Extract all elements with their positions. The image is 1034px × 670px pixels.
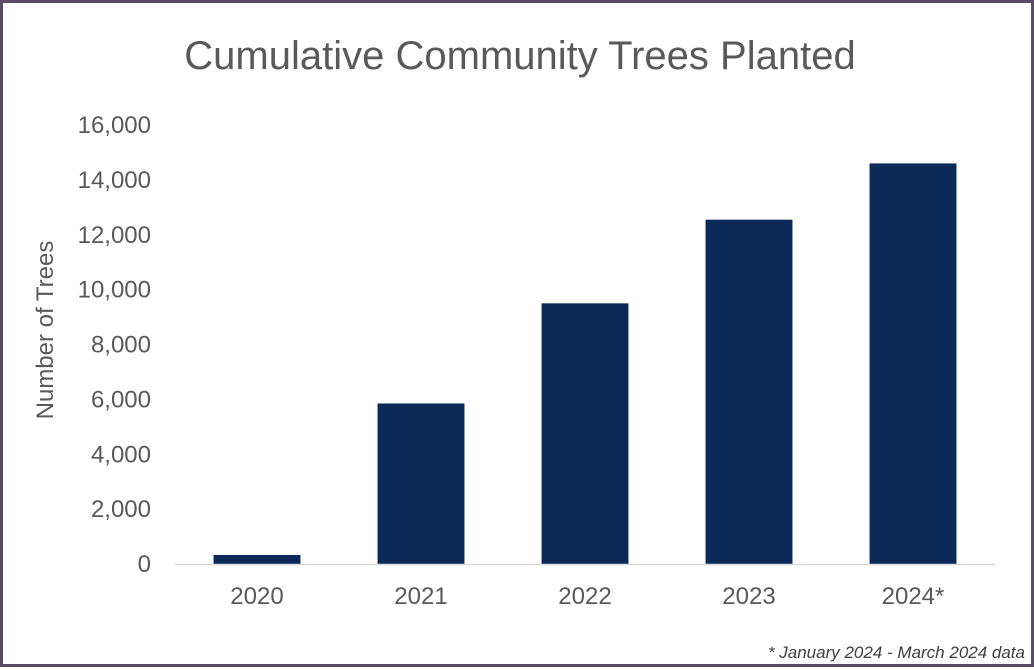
x-tick-label: 2020 [230,583,283,610]
x-tick-label: 2023 [722,583,775,610]
bar [541,303,629,564]
bar [869,163,957,564]
x-tick-label: 2024* [882,583,945,610]
footnote: * January 2024 - March 2024 data [768,643,1025,662]
y-axis-ticks: 0 2,000 4,000 6,000 8,000 10,000 12,000 14,000 1… [78,112,151,578]
x-axis-ticks: 2020 2021 2022 2023 2024* [230,583,944,610]
bar [213,554,301,564]
y-tick-label: 14,000 [78,167,151,194]
chart-title: Cumulative Community Trees Planted [184,34,855,78]
y-tick-label: 8,000 [91,332,151,359]
y-tick-label: 10,000 [78,277,151,304]
bar-chart: Cumulative Community Trees Planted Numbe… [32,34,1025,662]
y-tick-label: 4,000 [91,441,151,468]
bar [705,219,793,565]
x-tick-label: 2022 [558,583,611,610]
bars [213,163,957,565]
y-tick-label: 2,000 [91,496,151,523]
y-axis-label: Number of Trees [32,241,59,420]
x-tick-label: 2021 [394,583,447,610]
y-tick-label: 16,000 [78,112,151,139]
y-tick-label: 12,000 [78,222,151,249]
y-tick-label: 0 [138,551,151,578]
bar [377,403,465,564]
y-tick-label: 6,000 [91,386,151,413]
